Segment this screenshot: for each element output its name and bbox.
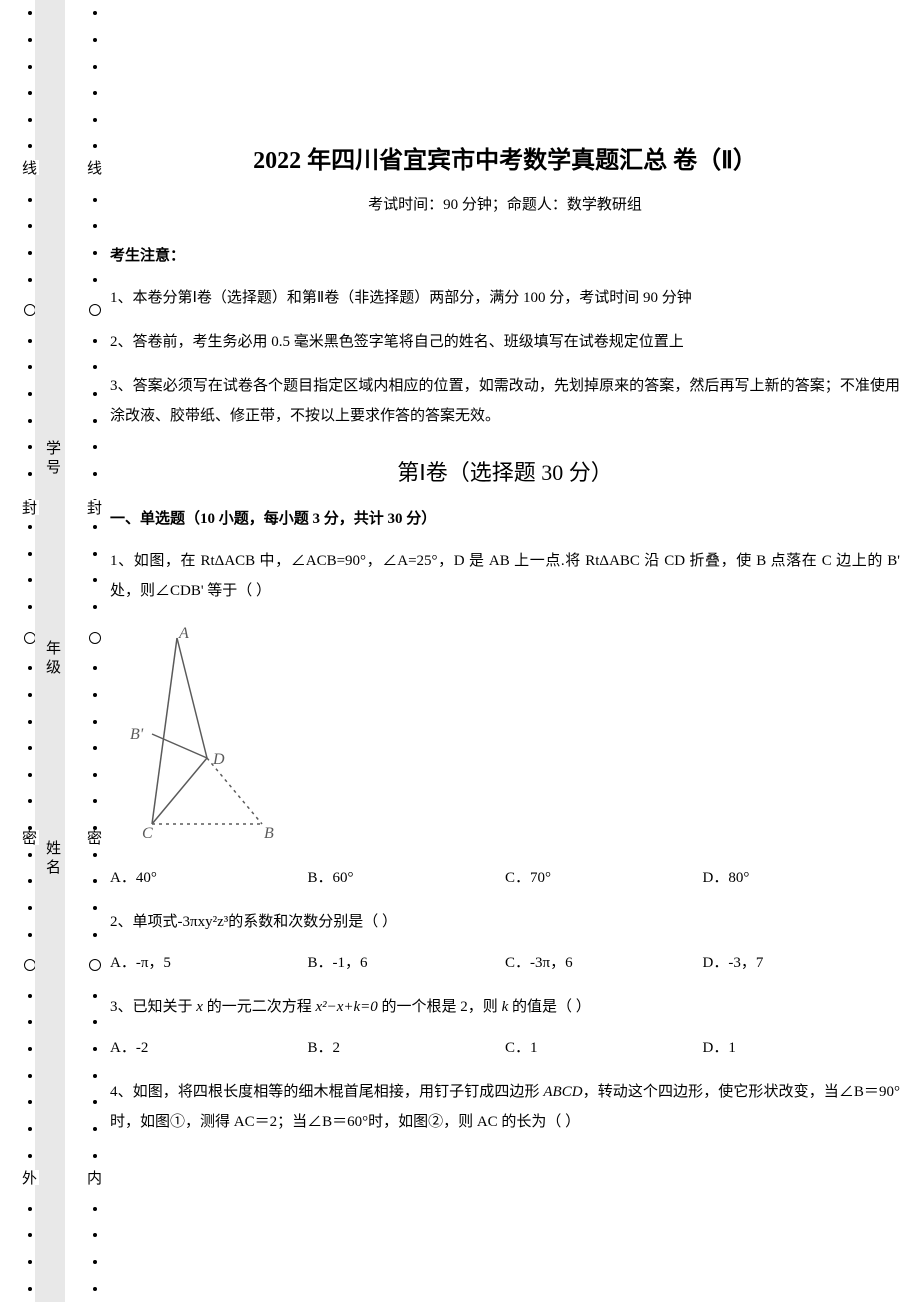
- notice-heading: 考生注意：: [110, 244, 900, 265]
- side-label-inner: 封: [83, 500, 104, 515]
- q3-mid1: 的一元二次方程: [203, 999, 316, 1015]
- q4-prefix: 4、如图，将四根长度相等的细木棍首尾相接，用钉子钉成四边形: [110, 1084, 543, 1100]
- q1-option-c: C．70°: [505, 866, 703, 887]
- question-1-text: 1、如图，在 RtΔACB 中，∠ACB=90°，∠A=25°，D 是 AB 上…: [110, 546, 900, 606]
- svg-text:C: C: [142, 825, 153, 841]
- svg-text:B': B': [130, 726, 144, 743]
- notice-item-1: 1、本卷分第Ⅰ卷（选择题）和第Ⅱ卷（非选择题）两部分，满分 100 分，考试时间…: [110, 283, 900, 313]
- question-3-text: 3、已知关于 x 的一元二次方程 x²−x+k=0 的一个根是 2，则 k 的值…: [110, 992, 900, 1022]
- triangle-figure-svg: A B' D C B: [122, 626, 292, 841]
- q3-option-c: C．1: [505, 1036, 703, 1057]
- side-label-inner: 内: [83, 1170, 104, 1185]
- side-label-inner: 密: [83, 830, 104, 845]
- svg-text:D: D: [212, 751, 225, 768]
- q3-suffix: 的值是（ ）: [508, 999, 591, 1015]
- question-3-options: A．-2 B．2 C．1 D．1: [110, 1036, 900, 1057]
- exam-subtitle: 考试时间：90 分钟；命题人：数学教研组: [110, 193, 900, 214]
- question-1-options: A．40° B．60° C．70° D．80°: [110, 866, 900, 887]
- question-1-figure: A B' D C B: [122, 626, 900, 846]
- question-2-options: A．-π，5 B．-1，6 C．-3π，6 D．-3，7: [110, 951, 900, 972]
- exam-title: 2022 年四川省宜宾市中考数学真题汇总 卷（Ⅱ）: [110, 140, 900, 175]
- margin-dots-left-inner: [80, 0, 110, 1302]
- question-4-text: 4、如图，将四根长度相等的细木棍首尾相接，用钉子钉成四边形 ABCD，转动这个四…: [110, 1077, 900, 1137]
- side-label-gray: 姓 名: [42, 840, 63, 874]
- q3-option-a: A．-2: [110, 1036, 308, 1057]
- notice-item-3: 3、答案必须写在试卷各个题目指定区域内相应的位置，如需改动，先划掉原来的答案，然…: [110, 371, 900, 431]
- section-1-title: 第Ⅰ卷（选择题 30 分）: [110, 455, 900, 487]
- side-label-outer: 线: [18, 160, 39, 175]
- q4-var-abcd: ABCD: [543, 1084, 582, 1100]
- notice-item-2: 2、答卷前，考生务必用 0.5 毫米黑色签字笔将自己的姓名、班级填写在试卷规定位…: [110, 327, 900, 357]
- q2-option-a: A．-π，5: [110, 951, 308, 972]
- side-label-gray: 学 号: [42, 440, 63, 474]
- side-label-outer: 外: [18, 1170, 39, 1185]
- question-2-text: 2、单项式-3πxy²z³的系数和次数分别是（ ）: [110, 907, 900, 937]
- q2-option-b: B．-1，6: [308, 951, 506, 972]
- q3-eq: x²−x+k=0: [315, 999, 377, 1015]
- q1-option-d: D．80°: [703, 866, 901, 887]
- side-label-outer: 封: [18, 500, 39, 515]
- q3-prefix: 3、已知关于: [110, 999, 196, 1015]
- q3-option-b: B．2: [308, 1036, 506, 1057]
- q2-option-c: C．-3π，6: [505, 951, 703, 972]
- side-label-gray: 年 级: [42, 640, 63, 674]
- side-label-inner: 线: [83, 160, 104, 175]
- svg-text:B: B: [264, 825, 274, 841]
- section-1-heading: 一、单选题（10 小题，每小题 3 分，共计 30 分）: [110, 507, 900, 528]
- q3-option-d: D．1: [703, 1036, 901, 1057]
- q3-var-x: x: [196, 999, 203, 1015]
- q3-mid2: 的一个根是 2，则: [378, 999, 502, 1015]
- svg-text:A: A: [178, 626, 189, 642]
- exam-content: 2022 年四川省宜宾市中考数学真题汇总 卷（Ⅱ） 考试时间：90 分钟；命题人…: [110, 0, 900, 1151]
- q2-option-d: D．-3，7: [703, 951, 901, 972]
- q1-option-a: A．40°: [110, 866, 308, 887]
- side-label-outer: 密: [18, 830, 39, 845]
- q1-option-b: B．60°: [308, 866, 506, 887]
